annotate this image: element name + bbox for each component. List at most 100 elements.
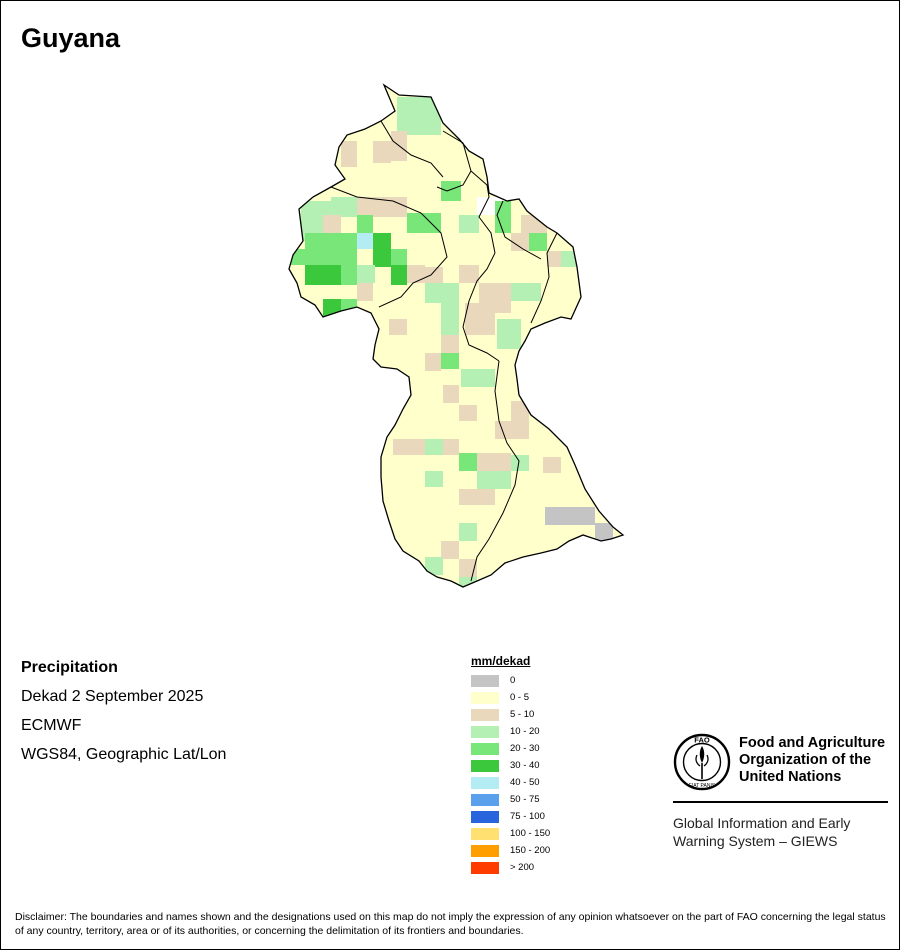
region-boundary <box>470 170 496 254</box>
grid-cell <box>459 559 477 577</box>
grid-cell <box>407 213 441 233</box>
legend-item: 75 - 100 <box>471 808 550 825</box>
grid-cell <box>495 201 511 233</box>
fao-emblem-motto: FIAT PANIS <box>689 783 716 789</box>
grid-cell <box>511 283 541 301</box>
legend-item: 0 <box>471 672 550 689</box>
map-title: Guyana <box>21 23 121 53</box>
grid-cell <box>529 233 547 251</box>
grid-cell <box>459 523 477 541</box>
grid-cell <box>393 439 425 455</box>
grid-cell <box>425 283 459 303</box>
grid-cell <box>511 455 529 471</box>
legend-label: 5 - 10 <box>510 709 535 720</box>
legend-label: 20 - 30 <box>510 743 540 754</box>
grid-cell <box>547 283 569 301</box>
grid-cell <box>407 265 425 283</box>
grid-cell <box>323 215 341 233</box>
legend-item: 30 - 40 <box>471 757 550 774</box>
grid-cell <box>425 267 443 285</box>
grid-cell <box>545 507 595 525</box>
precipitation-map <box>288 84 624 588</box>
grid-cell <box>357 265 375 283</box>
legend: mm/dekad 0 0 - 5 5 - 10 10 - 20 20 - 30 30 - … <box>471 654 550 876</box>
legend-label: 40 - 50 <box>510 777 540 788</box>
legend-label: 50 - 75 <box>510 794 540 805</box>
fao-emblem-icon: FAO FIAT PANIS <box>673 733 731 791</box>
region-boundary <box>330 186 448 308</box>
projection-label: WGS84, Geographic Lat/Lon <box>21 746 227 763</box>
legend-swatch <box>471 708 499 721</box>
legend-item: 20 - 30 <box>471 740 550 757</box>
grid-cell <box>373 233 391 249</box>
grid-cell <box>425 353 441 371</box>
organization-name: Food and Agriculture Organization of the… <box>739 735 885 786</box>
legend-swatch <box>471 691 499 704</box>
region-boundary <box>530 232 558 324</box>
grid-cell <box>425 557 443 575</box>
grid-cell <box>391 249 407 267</box>
variable-label: Precipitation <box>21 659 118 676</box>
legend-item: 100 - 150 <box>471 825 550 842</box>
grid-cell <box>459 577 477 587</box>
grid-cell <box>541 301 561 319</box>
grid-cell <box>477 489 495 505</box>
grid-cell <box>459 489 477 505</box>
disclaimer: Disclaimer: The boundaries and names sho… <box>15 911 886 937</box>
grid-cell <box>495 421 511 439</box>
legend-label: 10 - 20 <box>510 726 540 737</box>
fao-emblem-text: FAO <box>694 736 710 745</box>
grid-cell <box>477 197 495 215</box>
giews-line: Global Information and Early <box>673 815 851 831</box>
legend-label: 30 - 40 <box>510 760 540 771</box>
divider <box>673 801 888 803</box>
grid-cell <box>357 283 373 301</box>
giews-line: Warning System – GIEWS <box>673 833 838 849</box>
grid-cell <box>397 97 441 135</box>
grid-cell <box>425 439 443 455</box>
grid-cell <box>357 233 373 249</box>
grid-cell <box>547 251 561 267</box>
legend-label: 0 <box>510 675 516 686</box>
period-label: Dekad 2 September 2025 <box>21 688 204 705</box>
legend-item: > 200 <box>471 859 550 876</box>
org-name-line: United Nations <box>739 769 842 785</box>
region-boundary <box>462 252 500 362</box>
legend-swatch <box>471 759 499 772</box>
grid-cell <box>459 265 479 283</box>
grid-cell <box>323 249 357 265</box>
region-boundary <box>470 360 520 582</box>
grid-cell <box>443 439 459 455</box>
grid-cell <box>305 265 341 285</box>
legend-label: 0 - 5 <box>510 692 530 703</box>
grid-cell <box>461 369 477 387</box>
grid-cell <box>425 471 443 487</box>
grid-cell <box>459 405 477 421</box>
region-boundary <box>496 200 542 260</box>
legend-item: 0 - 5 <box>471 689 550 706</box>
grid-cell <box>373 249 391 267</box>
grid-cell <box>495 387 511 405</box>
legend-item: 150 - 200 <box>471 842 550 859</box>
grid-cell <box>441 181 461 201</box>
giews-name: Global Information and Early Warning Sys… <box>673 814 850 850</box>
grid-cell <box>459 215 479 233</box>
grid-cell <box>477 369 495 387</box>
legend-title: mm/dekad <box>471 654 531 668</box>
org-name-line: Food and Agriculture <box>739 735 886 751</box>
legend-swatch <box>471 742 499 755</box>
grid-cell <box>477 471 511 489</box>
grid-cell <box>441 335 459 353</box>
legend-swatch <box>471 674 499 687</box>
source-label: ECMWF <box>21 717 82 734</box>
grid-cell <box>543 457 561 473</box>
org-name-line: Organization of the <box>739 752 872 768</box>
grid-cell <box>373 141 391 163</box>
legend-swatch <box>471 776 499 789</box>
region-boundary <box>436 130 472 192</box>
legend-item: 40 - 50 <box>471 774 550 791</box>
grid-cell <box>341 265 357 285</box>
grid-cell <box>389 319 407 335</box>
grid-cell <box>341 141 357 167</box>
